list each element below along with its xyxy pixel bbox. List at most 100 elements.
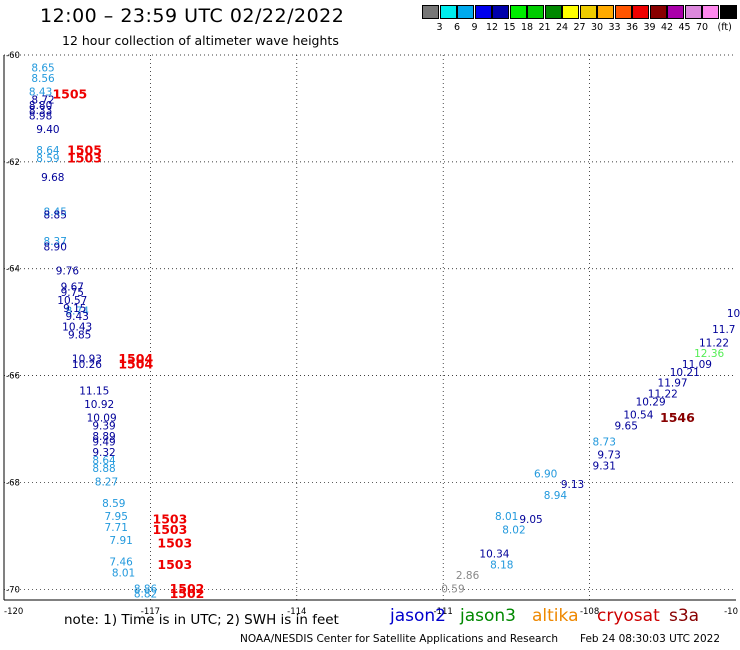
wave-height-label: 8.56 [31,73,55,85]
wave-height-label: 8.72 [31,94,54,106]
wave-height-label: 9.68 [41,172,64,184]
wave-height-label: 11.97 [658,378,688,390]
wave-height-label: 10.09 [87,412,117,424]
time-label: 1503 [157,535,192,550]
wave-height-label: 8.45 [44,207,67,219]
wave-height-label: 8.90 [44,241,67,253]
wave-height-label: 9.65 [615,420,638,432]
color-scale-label: 39 [643,22,656,33]
color-scale-label: 45 [678,22,691,33]
time-label: 1546 [660,410,695,425]
chart-subtitle: 12 hour collection of altimeter wave hei… [62,33,339,48]
color-scale-label: 9 [471,22,478,33]
color-swatch [492,5,509,19]
color-scale-label: 3 [436,22,443,33]
wave-height-label: 9.13 [561,479,584,491]
color-swatch [614,5,632,19]
color-scale-label: 24 [556,22,569,33]
satellite-s3a: s3a [669,606,700,626]
wave-height-label: 8.86 [134,583,158,595]
y-tick-label: -68 [6,478,20,488]
x-tick-label: -111 [434,607,453,617]
time-label: 1504 [118,351,153,366]
color-scale-label: 27 [573,22,586,33]
wave-height-label: 8.01 [495,511,518,523]
wave-height-label: 8.01 [112,567,135,579]
wave-height-label: 10.43 [62,322,92,334]
color-swatch [527,5,544,19]
satellite-altika: altika [532,606,579,626]
time-label: 1503 [153,511,188,526]
wave-height-label: 8.74 [66,305,90,317]
time-label: 1505 [52,87,87,102]
wave-height-label: 9.76 [56,265,80,277]
wave-height-label: 12.36 [694,348,724,360]
x-tick-label: -120 [4,607,23,617]
wave-height-label: 8.59 [36,153,59,165]
color-swatch [562,5,579,19]
color-swatch [579,5,597,19]
wave-height-label: 7.95 [105,511,128,523]
wave-height-label: 9.75 [61,287,84,299]
footer-note: note: 1) Time is in UTC; 2) SWH is in fe… [64,612,339,628]
wave-height-label: 7.46 [109,557,133,569]
wave-height-label: 9.49 [92,436,115,448]
time-label: 1503 [153,522,188,537]
chart-title: 12:00 – 23:59 UTC 02/22/2022 [40,5,345,27]
color-swatch [597,5,614,19]
color-swatch [702,5,719,19]
wave-height-label: 8.33 [29,105,52,117]
color-swatch [684,5,702,19]
color-scale-label: 6 [454,22,461,33]
y-tick-label: -64 [6,265,20,275]
wave-height-label: 8.27 [95,476,118,488]
satellite-cryosat: cryosat [597,606,660,626]
wave-height-label: 9.31 [593,460,616,472]
wave-height-label: 8.73 [593,436,616,448]
color-scale-unit: (ft) [717,22,732,33]
color-swatch [509,5,527,19]
timestamp: Feb 24 08:30:03 UTC 2022 [580,633,720,645]
color-scale-label: 12 [486,22,499,33]
x-tick-label: -10 [724,607,738,617]
wave-height-label: 11.15 [79,386,109,398]
wave-height-label: 9.43 [66,311,89,323]
color-swatch [457,5,474,19]
color-scale-label: 18 [521,22,534,33]
color-scale-label: 36 [626,22,639,33]
time-label: 1504 [118,356,153,371]
wave-height-label: 8.64 [36,145,60,157]
wave-height-label: 9.05 [519,514,542,526]
wave-height-label: 8.64 [92,455,116,467]
credit-line: NOAA/NESDIS Center for Satellite Applica… [240,633,558,645]
wave-height-label: 8.18 [490,559,513,571]
color-swatch [474,5,492,19]
wave-height-label: 7.71 [105,522,128,534]
wave-height-label: 0.59 [441,583,464,595]
wave-height-label: 9.85 [68,330,91,342]
wave-height-label: 11.22 [699,338,729,350]
y-tick-label: -62 [6,158,20,168]
wave-height-label: 6.90 [534,468,557,480]
time-label: 1502 [170,586,205,601]
wave-height-label: 8.37 [44,236,67,248]
wave-height-label: 10.34 [479,549,509,561]
wave-height-label: 10.29 [636,396,666,408]
wave-height-label: 11.09 [682,359,712,371]
wave-height-label: 10.57 [57,295,87,307]
color-swatch [632,5,649,19]
wave-height-label: 9.15 [63,303,86,315]
color-scale-label: 30 [591,22,604,33]
wave-height-label: 8.89 [92,431,115,443]
y-tick-label: -66 [6,372,20,382]
x-tick-label: -108 [580,607,599,617]
satellite-jason3: jason3 [460,606,516,626]
wave-height-label: 8.02 [502,525,525,537]
wave-height-label: 9.40 [36,124,59,136]
wave-height-label: 8.98 [29,110,52,122]
time-label: 1503 [67,151,102,166]
wave-height-label: 10 [727,308,740,320]
y-tick-label: -60 [6,51,20,61]
wave-height-label: 7.91 [109,535,132,547]
